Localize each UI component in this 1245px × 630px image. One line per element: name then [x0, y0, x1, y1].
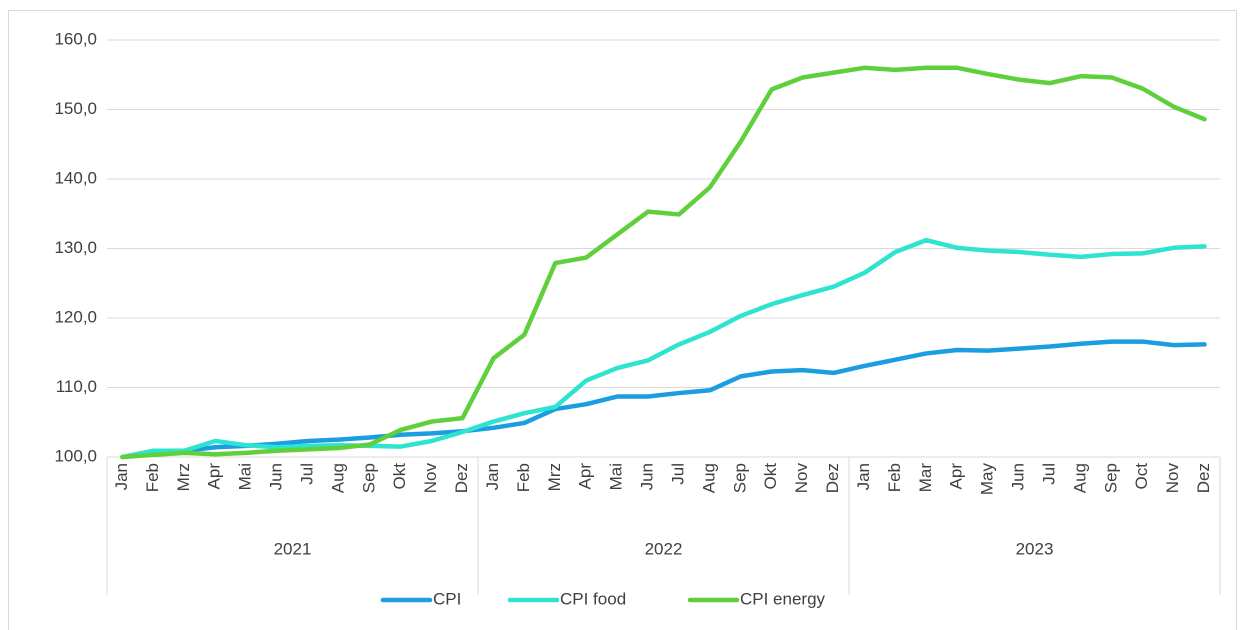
- y-tick-label: 100,0: [54, 446, 97, 465]
- x-tick-label: Mai: [236, 463, 255, 490]
- x-group-label: 2021: [274, 539, 312, 558]
- data-line: [120, 339, 1207, 460]
- x-tick-label: Mrz: [545, 463, 564, 491]
- x-tick-label: Dez: [452, 463, 471, 493]
- x-tick-label: Nov: [421, 463, 440, 494]
- y-tick-label: 130,0: [54, 238, 97, 257]
- y-tick-label: 160,0: [54, 29, 97, 48]
- x-tick-label: Aug: [1070, 463, 1089, 493]
- x-tick-label: Okt: [761, 463, 780, 490]
- x-tick-label: Sep: [730, 463, 749, 493]
- x-tick-label: Oct: [1132, 463, 1151, 490]
- x-tick-label: Apr: [947, 463, 966, 490]
- x-tick-label: Jan: [112, 463, 131, 490]
- x-tick-label: Dez: [823, 463, 842, 493]
- x-tick-label: Dez: [1194, 463, 1213, 493]
- x-tick-label: Jun: [638, 463, 657, 490]
- x-tick-label: Jun: [1009, 463, 1028, 490]
- x-tick-label: Sep: [359, 463, 378, 493]
- x-tick-label: Jan: [483, 463, 502, 490]
- y-tick-label: 120,0: [54, 307, 97, 326]
- x-tick-label: Aug: [328, 463, 347, 493]
- x-tick-label: May: [978, 463, 997, 496]
- x-tick-label: Feb: [143, 463, 162, 492]
- x-tick-label: Mai: [607, 463, 626, 490]
- x-tick-label: Mrz: [174, 463, 193, 491]
- x-tick-label: Nov: [1163, 463, 1182, 494]
- y-tick-label: 150,0: [54, 99, 97, 118]
- x-tick-label: Feb: [885, 463, 904, 492]
- x-tick-label: Apr: [205, 463, 224, 490]
- x-tick-label: Jul: [297, 463, 316, 485]
- chart-border: [8, 10, 1237, 630]
- x-tick-label: Feb: [514, 463, 533, 492]
- data-line: [120, 237, 1207, 460]
- legend-label: CPI energy: [740, 589, 826, 608]
- x-tick-label: Jun: [267, 463, 286, 490]
- x-tick-label: Aug: [699, 463, 718, 493]
- x-tick-label: Apr: [576, 463, 595, 490]
- x-tick-label: Jan: [854, 463, 873, 490]
- legend-label: CPI: [433, 589, 461, 608]
- x-tick-label: Mar: [916, 463, 935, 493]
- x-tick-label: Okt: [390, 463, 409, 490]
- x-group-label: 2022: [645, 539, 683, 558]
- data-line: [120, 65, 1207, 460]
- x-tick-label: Sep: [1101, 463, 1120, 493]
- y-tick-label: 140,0: [54, 168, 97, 187]
- y-tick-label: 110,0: [56, 377, 97, 396]
- x-tick-label: Jul: [1039, 463, 1058, 485]
- x-tick-label: Jul: [668, 463, 687, 485]
- x-group-label: 2023: [1016, 539, 1054, 558]
- x-tick-label: Nov: [792, 463, 811, 494]
- legend-label: CPI food: [560, 589, 626, 608]
